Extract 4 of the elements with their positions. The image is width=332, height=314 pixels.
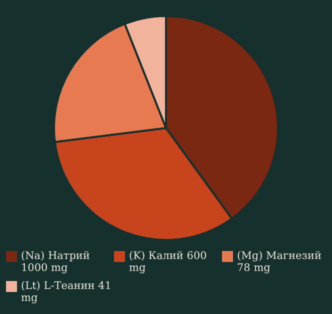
legend-label: (Lt) L-Теанин 41 mg: [21, 280, 112, 304]
legend-label: (K) Калий 600 mg: [129, 250, 208, 274]
legend-label: (Mg) Магнезий 78 mg: [237, 250, 322, 274]
legend-label: (Na) Натрий 1000 mg: [21, 250, 91, 274]
